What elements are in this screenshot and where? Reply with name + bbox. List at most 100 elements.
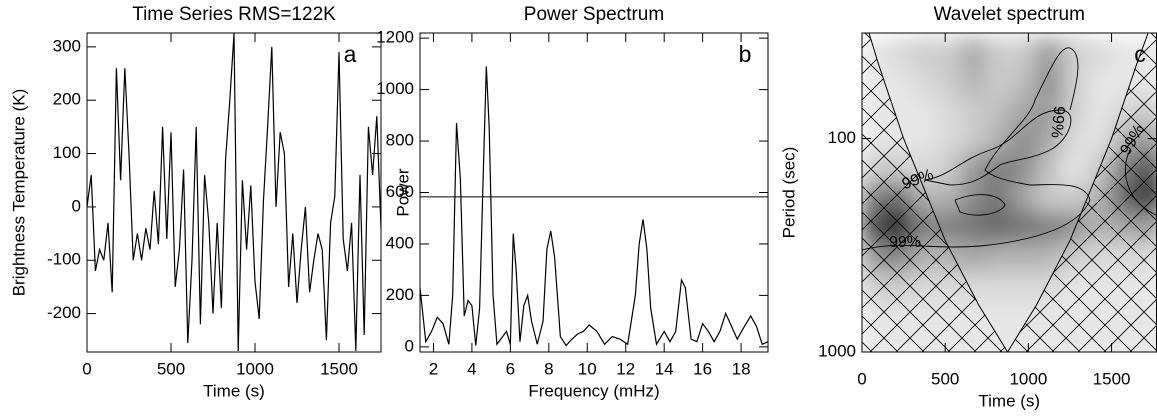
x-tick-label: 4 xyxy=(467,359,476,378)
heatmap-cell xyxy=(1010,67,1038,99)
y-tick-label: 800 xyxy=(386,131,414,150)
heatmap-cell xyxy=(910,96,938,127)
heatmap-cell xyxy=(1035,67,1063,99)
heatmap-cell xyxy=(910,67,938,99)
y-tick-label: 1200 xyxy=(376,28,414,47)
chart-title: Wavelet spectrum xyxy=(934,4,1085,25)
heatmap-cell xyxy=(935,124,963,156)
x-tick-label: 1000 xyxy=(236,359,274,378)
y-tick-label: 100 xyxy=(828,128,856,147)
cone-of-influence xyxy=(862,33,1157,352)
panel-label: a xyxy=(344,41,357,67)
x-tick-label: 8 xyxy=(544,359,553,378)
y-tick-label: 300 xyxy=(53,36,81,55)
y-tick-label: 400 xyxy=(386,233,414,252)
x-tick-label: 500 xyxy=(931,369,959,388)
heatmap-cell xyxy=(1010,96,1038,127)
panel-label: c xyxy=(1134,41,1146,67)
heatmap-cell xyxy=(1035,37,1063,70)
heatmap-cell xyxy=(960,182,988,214)
heatmap-cell xyxy=(1010,124,1038,156)
heatmap-cell xyxy=(960,153,988,185)
panel: 0 500 1000 1500 -200 -100 0 100 200 300 Time Serie… xyxy=(9,4,382,400)
heatmap-cell xyxy=(885,67,913,99)
y-tick-label: 100 xyxy=(53,143,81,162)
heatmap-cell xyxy=(1060,153,1088,185)
y-axis-label: Power xyxy=(393,168,412,217)
heatmap-cell xyxy=(1035,211,1063,244)
x-tick-label: 14 xyxy=(655,359,674,378)
y-tick-label: -100 xyxy=(47,250,81,269)
heatmap-cell xyxy=(1010,37,1038,70)
heatmap-cell xyxy=(1085,67,1113,99)
heatmap-cell xyxy=(960,67,988,99)
y-tick-label: 200 xyxy=(53,90,81,109)
contour xyxy=(954,194,1006,216)
x-tick-label: 1500 xyxy=(1093,369,1131,388)
plot-area xyxy=(87,33,381,351)
heatmap-cell xyxy=(960,124,988,156)
axes-frame xyxy=(419,32,769,353)
heatmap-cell xyxy=(960,37,988,70)
heatmap-cell xyxy=(885,37,913,70)
heatmap-cell xyxy=(985,271,1013,305)
heatmap-cell xyxy=(985,211,1013,244)
heatmap-cell xyxy=(985,67,1013,99)
heatmap-cell xyxy=(1010,153,1038,185)
heatmap-cell xyxy=(1035,182,1063,214)
heatmap-cell xyxy=(935,67,963,99)
data-line xyxy=(87,33,381,351)
heatmap-cell xyxy=(985,37,1013,70)
y-tick-label: 1000 xyxy=(376,79,414,98)
heatmap-cell xyxy=(1010,271,1038,305)
y-tick-label: -200 xyxy=(47,303,81,322)
heatmap-cell xyxy=(1085,37,1113,70)
x-tick-label: 18 xyxy=(732,359,751,378)
heatmap-cell xyxy=(1085,96,1113,127)
heatmap-cell xyxy=(985,182,1013,214)
axes-frame xyxy=(86,32,382,353)
x-tick-label: 0 xyxy=(857,369,866,388)
x-tick-label: 1500 xyxy=(320,359,358,378)
heatmap-cell xyxy=(910,124,938,156)
x-tick-label: 16 xyxy=(693,359,712,378)
heatmap-cell xyxy=(1035,153,1063,185)
y-axis-label: Brightness Temperature (K) xyxy=(9,89,28,297)
panel: 2 4 6 8 10 12 14 16 18 0 200 400 600 800 1000 1200 Power… xyxy=(376,4,769,400)
panel-label: b xyxy=(739,41,752,67)
y-tick-label: 600 xyxy=(386,182,414,201)
data-line xyxy=(420,66,768,347)
y-tick-label: 200 xyxy=(386,285,414,304)
x-tick-label: 6 xyxy=(506,359,515,378)
x-axis-label: Time (s) xyxy=(978,391,1040,410)
heatmap-cell xyxy=(1060,124,1088,156)
plot-area xyxy=(862,33,1157,352)
heatmap-cell xyxy=(985,96,1013,127)
heatmap-cell xyxy=(910,37,938,70)
heatmap-cell xyxy=(935,96,963,127)
contour-label: 99% xyxy=(1047,105,1067,138)
y-tick-label: 1000 xyxy=(818,341,856,360)
contour xyxy=(924,109,1072,186)
heatmap-cell xyxy=(1060,37,1088,70)
heatmap-cell xyxy=(1060,96,1088,127)
heatmap-cell xyxy=(1010,182,1038,214)
y-axis-label: Period (sec) xyxy=(779,147,798,239)
heatmap-cell xyxy=(960,211,988,244)
contour-label: 99% xyxy=(889,234,921,251)
y-tick-label: 0 xyxy=(405,336,414,355)
heatmap-cell xyxy=(1010,241,1038,274)
heatmap-cell xyxy=(985,153,1013,185)
heatmap-cell xyxy=(960,96,988,127)
x-axis-label: Frequency (mHz) xyxy=(528,381,659,400)
x-tick-label: 500 xyxy=(157,359,185,378)
plot-area xyxy=(420,66,768,347)
contour xyxy=(862,47,1091,251)
x-tick-label: 10 xyxy=(578,359,597,378)
x-tick-label: 2 xyxy=(429,359,438,378)
x-tick-label: 12 xyxy=(616,359,635,378)
heatmap-cell xyxy=(935,153,963,185)
heatmap-cell xyxy=(1010,211,1038,244)
